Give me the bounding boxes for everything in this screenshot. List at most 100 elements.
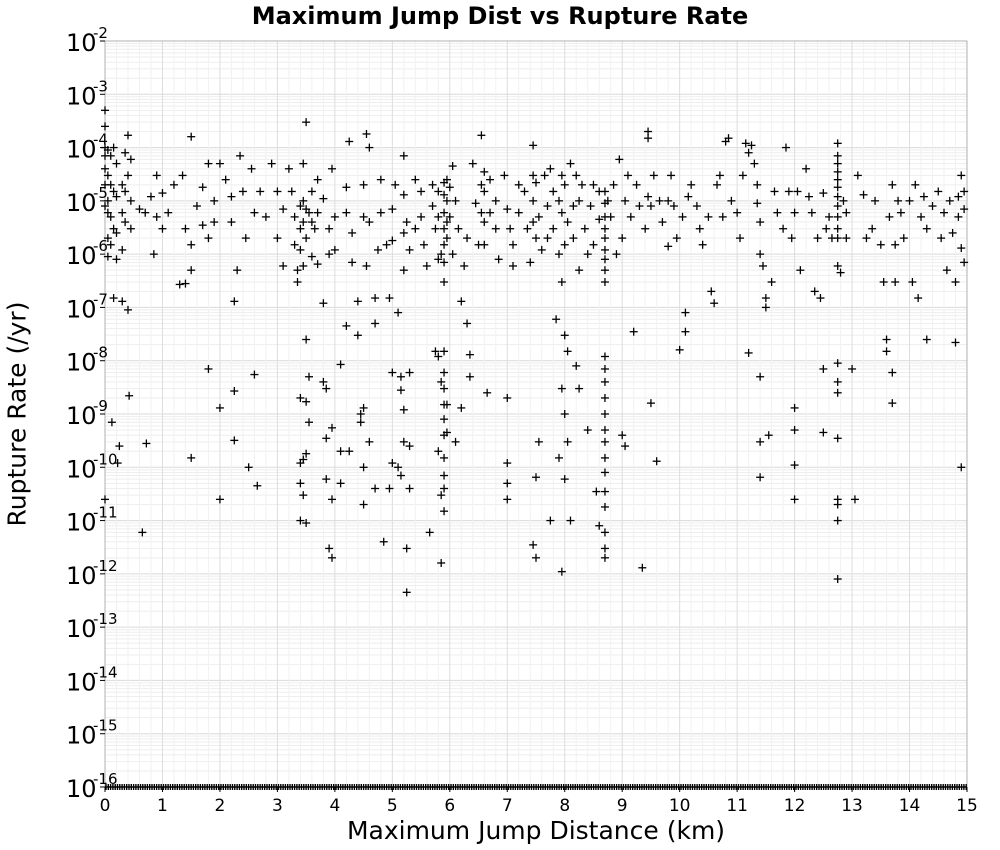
data-point: [345, 137, 354, 146]
data-point: [399, 228, 408, 237]
data-point: [109, 224, 118, 233]
data-point: [158, 189, 167, 198]
data-point: [850, 495, 859, 504]
data-point: [833, 575, 842, 584]
data-point: [425, 528, 434, 537]
data-point: [437, 491, 446, 500]
data-point: [704, 212, 713, 221]
data-point: [888, 180, 897, 189]
data-point: [365, 218, 374, 227]
data-point: [307, 187, 316, 196]
data-point: [118, 297, 127, 306]
x-axis-ticks: 0 1 2 3 4 5 6 7 8 9 10 11 12 13 14 15: [100, 787, 978, 816]
data-point: [322, 434, 331, 443]
data-point: [529, 171, 538, 180]
x-tick-label: 11: [726, 796, 748, 816]
data-point: [164, 208, 173, 217]
data-point: [741, 139, 750, 148]
data-point: [302, 234, 311, 243]
data-point: [954, 192, 963, 201]
data-point: [833, 516, 842, 525]
data-point: [267, 159, 276, 168]
data-point: [833, 388, 842, 397]
data-point: [736, 234, 745, 243]
data-point: [600, 364, 609, 373]
data-point: [388, 236, 397, 245]
data-point: [713, 180, 722, 189]
data-point: [299, 261, 308, 270]
data-point: [942, 266, 951, 275]
x-tick-label: 14: [899, 796, 921, 816]
data-point: [187, 132, 196, 141]
data-point: [305, 372, 314, 381]
data-point: [960, 187, 969, 196]
data-point: [376, 208, 385, 217]
data-point: [178, 171, 187, 180]
data-point: [417, 187, 426, 196]
data-point: [253, 481, 262, 490]
data-point: [405, 484, 414, 493]
data-point: [256, 187, 265, 196]
data-point: [440, 258, 449, 267]
data-point: [833, 212, 842, 221]
data-point: [506, 224, 515, 233]
data-point: [342, 321, 351, 330]
data-point: [273, 234, 282, 243]
data-point: [296, 224, 305, 233]
data-point: [437, 250, 446, 259]
data-point: [460, 261, 469, 270]
data-point: [448, 250, 457, 259]
data-point: [560, 410, 569, 418]
data-point: [580, 224, 589, 233]
data-point: [549, 187, 558, 196]
data-point: [112, 192, 121, 201]
data-point: [767, 278, 776, 287]
data-point: [187, 266, 196, 275]
data-point: [146, 192, 155, 201]
data-point: [644, 134, 653, 143]
data-point: [899, 234, 908, 243]
data-point: [348, 258, 357, 267]
data-point: [833, 234, 842, 243]
data-point: [359, 180, 368, 189]
y-tick-label: 10: [66, 242, 97, 270]
data-point: [833, 434, 842, 443]
data-point: [471, 199, 480, 208]
data-point: [296, 202, 305, 211]
data-point: [615, 155, 624, 164]
data-point: [376, 175, 385, 184]
data-point: [399, 405, 408, 414]
data-point: [761, 294, 770, 303]
data-point: [503, 495, 512, 504]
data-point: [635, 202, 644, 211]
y-tick-exponent: -16: [93, 770, 118, 788]
data-point: [465, 372, 474, 381]
data-point: [529, 141, 538, 150]
data-point: [451, 196, 460, 205]
data-point: [362, 129, 371, 138]
data-point: [833, 359, 842, 368]
data-point: [592, 487, 601, 496]
y-tick-exponent: -8: [93, 344, 108, 362]
x-tick-label: 9: [617, 796, 628, 816]
data-point: [204, 234, 213, 243]
data-point: [790, 208, 799, 217]
data-point: [431, 347, 440, 356]
data-point: [583, 426, 592, 435]
data-point: [833, 224, 842, 233]
data-point: [468, 159, 477, 168]
data-point: [871, 196, 880, 205]
data-point: [667, 171, 676, 180]
data-point: [833, 151, 842, 160]
data-point: [560, 331, 569, 340]
data-point: [391, 180, 400, 189]
y-tick-exponent: -4: [93, 131, 108, 149]
data-point: [115, 442, 124, 451]
y-tick-exponent: -7: [93, 290, 108, 308]
data-point: [572, 171, 581, 180]
data-point: [557, 171, 566, 180]
data-point: [101, 495, 109, 504]
data-point: [833, 139, 842, 148]
data-point: [293, 266, 302, 275]
data-point: [103, 196, 112, 205]
